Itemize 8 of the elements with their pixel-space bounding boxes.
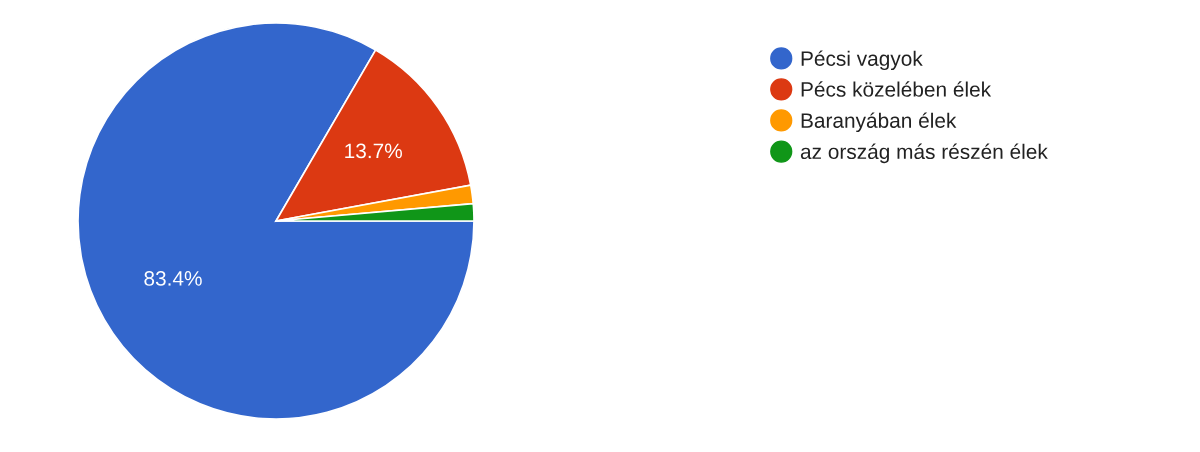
pie-slice (77, 22, 475, 420)
legend-label: Pécs közelében élek (801, 81, 992, 97)
data-label: 83.4% (144, 271, 202, 286)
legend-label: az ország más részén élek (800, 143, 1048, 164)
pie-slice (275, 49, 472, 222)
legend-label: Baranyában élek (801, 112, 957, 133)
data-label: 13.7% (345, 143, 402, 159)
legend-label: Pécsi vagyok (801, 50, 923, 71)
